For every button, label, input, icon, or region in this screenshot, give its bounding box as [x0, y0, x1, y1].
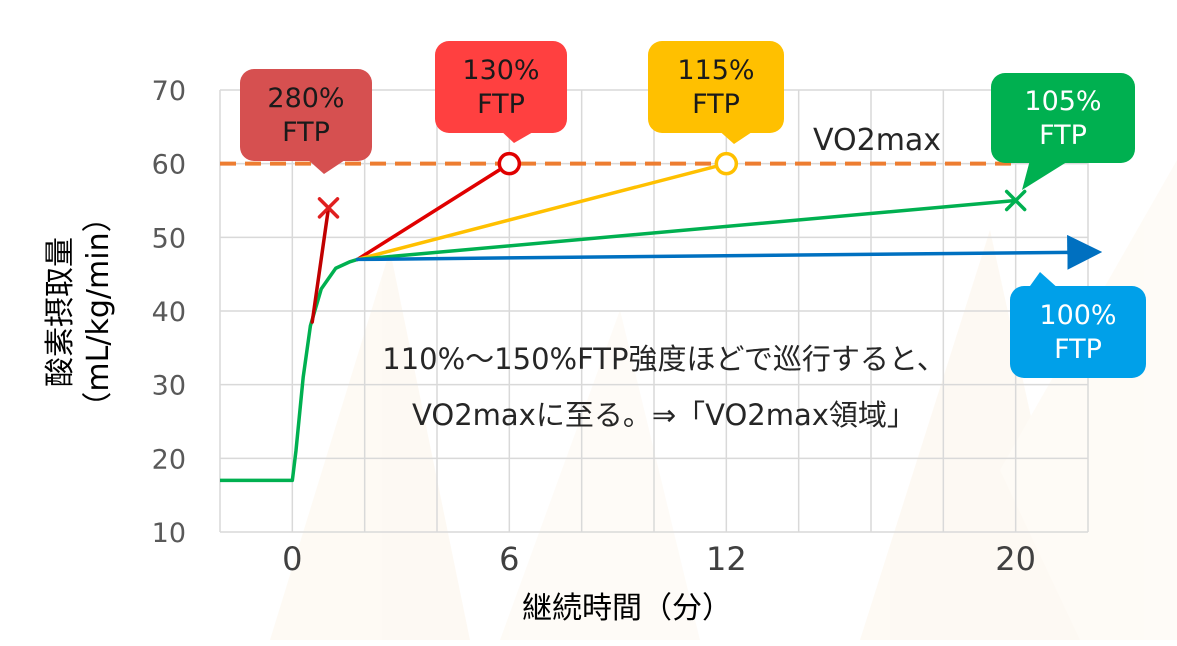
callout-label: 115% [677, 55, 754, 86]
callout-box [240, 69, 372, 161]
callout-label: FTP [692, 89, 740, 120]
annotation-line-1: 110%～150%FTP強度ほどで巡行すると、 [382, 342, 945, 376]
callout-label: FTP [477, 89, 525, 120]
callout-label: 280% [267, 83, 344, 114]
callout-pointer [306, 158, 348, 174]
callout: 105%FTP [991, 73, 1135, 190]
y-tick-label: 50 [152, 223, 186, 254]
callout-label: 100% [1039, 300, 1116, 331]
y-tick-label: 60 [152, 150, 186, 181]
y-axis-title-main: 酸素摂取量 [43, 237, 78, 387]
callout-box [991, 73, 1135, 163]
callout-label: 105% [1024, 86, 1101, 117]
callout-box [648, 41, 784, 133]
callout-box [1010, 286, 1146, 378]
callout-label: FTP [1054, 334, 1102, 365]
y-tick-label: 10 [152, 518, 186, 549]
x-tick-label: 20 [995, 540, 1036, 578]
callout: 100%FTP [1010, 272, 1146, 378]
x-tick-label: 0 [282, 540, 302, 578]
x-tick-label: 6 [499, 540, 519, 578]
callout-pointer [1022, 160, 1070, 190]
callout-label: FTP [1039, 120, 1087, 151]
vo2max-label: VO2max [813, 123, 941, 158]
series-line [355, 234, 1103, 270]
y-tick-label: 40 [152, 297, 186, 328]
y-tick-label: 70 [152, 76, 186, 107]
x-axis-title: 継続時間（分） [522, 591, 732, 626]
x-tick-label: 12 [706, 540, 747, 578]
end-circle-marker [497, 151, 522, 176]
y-axis-ticks: 10 20 30 40 50 60 70 [152, 76, 186, 549]
callout: 130%FTP [435, 41, 567, 143]
y-tick-label: 20 [152, 444, 186, 475]
y-axis-title-unit: （mL/kg/min） [81, 202, 116, 421]
annotation-line-2: VO2maxに至る。⇒「VO2max領域」 [412, 398, 916, 432]
y-tick-label: 30 [152, 371, 186, 402]
callout-label: 130% [462, 55, 539, 86]
callout: 115%FTP [648, 41, 784, 144]
callout: 280%FTP [240, 69, 372, 174]
callout-label: FTP [282, 117, 330, 148]
y-axis-title: 酸素摂取量 （mL/kg/min） [43, 202, 116, 421]
series-end-markers [317, 151, 1027, 219]
callout-box [435, 41, 567, 133]
x-axis-ticks: 0 6 12 20 [282, 540, 1036, 578]
series-line [310, 206, 331, 324]
baseline-uptake-curve [220, 257, 358, 483]
series-lines [220, 161, 1103, 483]
end-circle-marker [714, 151, 739, 176]
end-x-marker [317, 197, 340, 219]
series-line [355, 198, 1018, 262]
series-line [355, 161, 512, 262]
series-line [355, 161, 729, 262]
end-x-marker [1004, 189, 1027, 212]
